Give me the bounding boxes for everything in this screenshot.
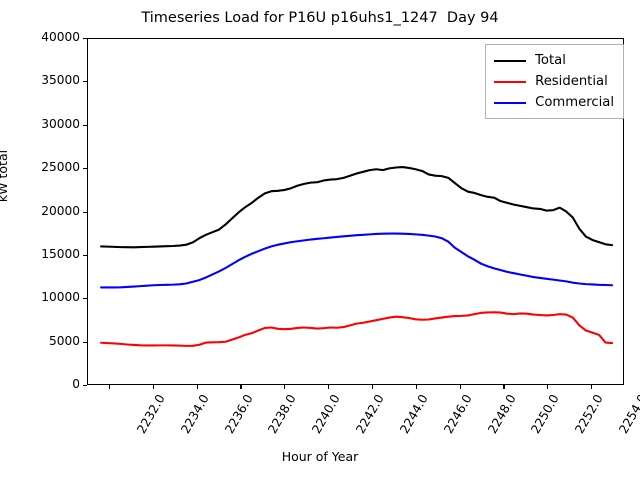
x-tick-label: 2242.0 <box>353 392 387 436</box>
x-tick-mark <box>459 385 461 389</box>
y-tick-label: 40000 <box>41 30 80 44</box>
x-tick-label: 2250.0 <box>528 392 563 436</box>
series-line-total <box>100 166 614 249</box>
y-axis-label: kW total <box>0 149 10 203</box>
y-tick-mark <box>83 38 87 40</box>
x-tick-mark <box>371 385 374 389</box>
y-tick-label: 20000 <box>41 203 80 218</box>
x-tick-label: 2244.0 <box>397 392 431 436</box>
y-tick-label: 0 <box>72 377 80 391</box>
x-tick-mark <box>240 385 242 389</box>
y-tick-mark <box>83 168 87 170</box>
y-tick-mark <box>83 298 87 300</box>
legend-swatch-commercial <box>494 101 527 104</box>
legend: Total Residential Commercial <box>485 44 624 119</box>
plot-area <box>87 38 624 385</box>
x-tick-mark <box>591 385 593 389</box>
y-tick-label: 35000 <box>41 73 80 88</box>
x-tick-mark <box>547 385 549 389</box>
legend-item-commercial[interactable]: Commercial <box>494 92 614 113</box>
legend-item-residential[interactable]: Residential <box>494 71 614 92</box>
y-tick-label: 30000 <box>41 116 80 131</box>
series-line-commercial <box>100 232 614 289</box>
series-canvas <box>100 166 614 347</box>
x-axis-label: Hour of Year <box>281 449 359 464</box>
x-tick-mark <box>503 385 505 389</box>
legend-swatch-total <box>494 59 527 62</box>
x-tick-mark <box>196 385 198 389</box>
y-tick-mark <box>83 254 87 256</box>
y-tick-mark <box>83 211 87 213</box>
legend-item-total[interactable]: Total <box>494 50 614 71</box>
series-line-residential <box>100 311 614 347</box>
x-tick-label: 2246.0 <box>441 392 475 436</box>
x-tick-label: 2236.0 <box>221 392 256 436</box>
y-tick-mark <box>83 124 87 126</box>
x-tick-label: 2234.0 <box>178 392 212 436</box>
legend-label: Residential <box>535 74 608 89</box>
x-tick-label: 2254.0 <box>616 392 640 436</box>
x-tick-label: 2238.0 <box>265 392 300 436</box>
chart-title: Timeseries Load for P16U p16uhs1_1247 Da… <box>141 10 499 26</box>
legend-swatch-residential <box>494 80 527 83</box>
y-tick-mark <box>83 81 87 83</box>
y-tick-mark <box>83 341 87 343</box>
x-tick-mark <box>108 385 110 389</box>
x-tick-label: 2240.0 <box>309 392 344 436</box>
legend-label: Commercial <box>535 95 614 110</box>
x-tick-mark <box>415 385 417 389</box>
legend-label: Total <box>535 53 566 68</box>
y-tick-label: 25000 <box>41 160 80 175</box>
x-tick-mark <box>284 385 286 389</box>
x-tick-label: 2232.0 <box>134 392 168 436</box>
y-tick-mark <box>83 385 87 387</box>
y-tick-label: 10000 <box>41 290 80 305</box>
x-tick-label: 2248.0 <box>484 392 519 436</box>
y-tick-label: 5000 <box>48 333 80 348</box>
x-tick-label: 2252.0 <box>572 392 607 436</box>
x-tick-mark <box>152 385 154 389</box>
x-tick-mark <box>328 385 330 389</box>
y-tick-label: 15000 <box>41 246 80 261</box>
